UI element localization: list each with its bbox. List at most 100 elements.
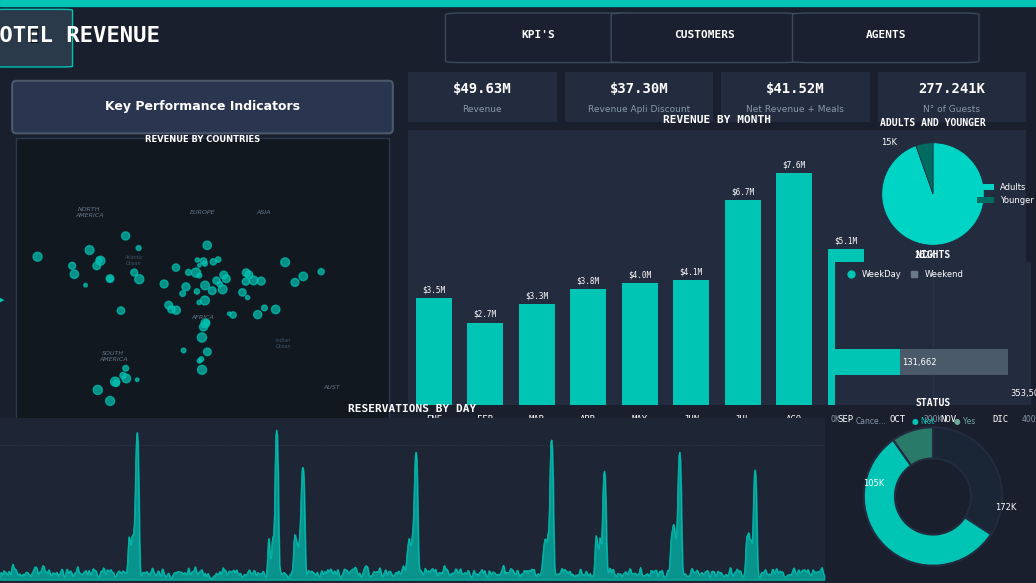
Point — [189, 287, 205, 296]
Point — [89, 385, 106, 395]
Text: $4.0M: $4.0M — [886, 270, 909, 279]
Point — [195, 257, 211, 266]
Legend: WeekDay, Weekend: WeekDay, Weekend — [839, 266, 967, 282]
FancyBboxPatch shape — [718, 71, 872, 123]
Text: © 2023 Microsoft Corporation  Terms: © 2023 Microsoft Corporation Terms — [165, 500, 240, 504]
FancyBboxPatch shape — [405, 71, 559, 123]
Text: 353,504: 353,504 — [1011, 389, 1036, 398]
Point — [221, 309, 237, 318]
Text: $7.6M: $7.6M — [782, 160, 806, 169]
Point — [195, 322, 211, 332]
Text: Revenue: Revenue — [462, 105, 502, 114]
Text: $41.52M: $41.52M — [766, 83, 825, 97]
Point — [197, 296, 213, 305]
Point — [131, 275, 147, 284]
Point — [214, 285, 231, 294]
Point — [277, 258, 293, 267]
Text: 105K: 105K — [864, 479, 885, 488]
Title: REVENUE BY MONTH: REVENUE BY MONTH — [663, 115, 771, 125]
Point — [163, 305, 179, 314]
Point — [78, 280, 94, 290]
Point — [180, 268, 197, 277]
Title: RESERVATIONS BY DAY: RESERVATIONS BY DAY — [348, 405, 477, 415]
Point — [208, 276, 225, 285]
Text: $5.1M: $5.1M — [834, 237, 858, 245]
Title: NIGHTS: NIGHTS — [916, 250, 951, 260]
Bar — [622, 283, 658, 405]
Point — [240, 270, 257, 279]
Point — [194, 333, 210, 342]
Text: Key Performance Indicators: Key Performance Indicators — [105, 100, 300, 113]
Bar — [673, 280, 710, 405]
FancyBboxPatch shape — [0, 9, 73, 67]
Point — [197, 259, 213, 268]
Text: $6.7M: $6.7M — [731, 188, 754, 196]
Point — [64, 261, 81, 271]
Point — [102, 274, 118, 283]
Text: NORTH
AMERICA: NORTH AMERICA — [75, 207, 104, 217]
Bar — [835, 349, 899, 375]
Text: Cance...: Cance... — [855, 417, 886, 426]
Text: 15K: 15K — [882, 138, 897, 147]
Text: SOUTH
AMERICA: SOUTH AMERICA — [99, 352, 127, 362]
Point — [102, 396, 118, 406]
Point — [178, 282, 195, 292]
Point — [267, 305, 284, 314]
Point — [198, 318, 214, 327]
Bar — [467, 322, 503, 405]
Point — [168, 305, 184, 315]
Point — [191, 298, 207, 307]
Point — [194, 365, 210, 374]
Point — [218, 274, 234, 283]
Text: $3.8M: $3.8M — [577, 276, 600, 285]
Point — [102, 274, 118, 283]
Bar — [880, 283, 915, 405]
Point — [197, 281, 213, 290]
Text: 172K: 172K — [995, 503, 1016, 512]
Title: ADULTS AND YOUNGER: ADULTS AND YOUNGER — [881, 118, 986, 128]
Text: AFRICA: AFRICA — [191, 315, 213, 320]
Point — [238, 268, 255, 278]
FancyBboxPatch shape — [0, 0, 1036, 6]
Point — [215, 271, 232, 280]
Text: 277.241K: 277.241K — [918, 83, 985, 97]
Point — [197, 319, 213, 328]
Point — [29, 252, 46, 261]
Bar — [982, 335, 1018, 405]
Wedge shape — [882, 143, 984, 245]
Point — [128, 375, 145, 384]
Text: ANTARCTICA: ANTARCTICA — [180, 472, 225, 478]
FancyBboxPatch shape — [562, 71, 716, 123]
Point — [118, 374, 135, 383]
Text: $3.3M: $3.3M — [525, 292, 548, 300]
Text: $2.3M: $2.3M — [988, 322, 1012, 331]
Text: 🗺 Microsoft Bing: 🗺 Microsoft Bing — [32, 492, 71, 497]
Text: $37.30M: $37.30M — [609, 83, 668, 97]
Point — [117, 364, 134, 373]
Wedge shape — [893, 427, 933, 465]
FancyBboxPatch shape — [17, 138, 388, 505]
Point — [92, 256, 109, 265]
Point — [256, 303, 272, 312]
Text: ● Not: ● Not — [913, 417, 934, 426]
FancyBboxPatch shape — [12, 81, 393, 134]
FancyBboxPatch shape — [445, 13, 632, 62]
Point — [191, 356, 207, 366]
Text: N° of Guests: N° of Guests — [923, 105, 980, 114]
Point — [239, 293, 256, 302]
Text: REVENUE BY COUNTRIES: REVENUE BY COUNTRIES — [145, 135, 260, 145]
Point — [253, 276, 269, 286]
Point — [108, 378, 124, 388]
Bar — [415, 298, 452, 405]
Point — [225, 310, 241, 319]
Point — [246, 276, 262, 285]
Point — [66, 269, 83, 279]
Point — [295, 272, 312, 281]
Point — [234, 288, 251, 297]
Text: $49.63M: $49.63M — [453, 83, 512, 97]
Point — [117, 231, 134, 241]
Text: AGENTS: AGENTS — [865, 30, 906, 40]
Bar — [835, 349, 1008, 375]
Text: 131,662: 131,662 — [902, 357, 937, 367]
Point — [211, 279, 228, 289]
